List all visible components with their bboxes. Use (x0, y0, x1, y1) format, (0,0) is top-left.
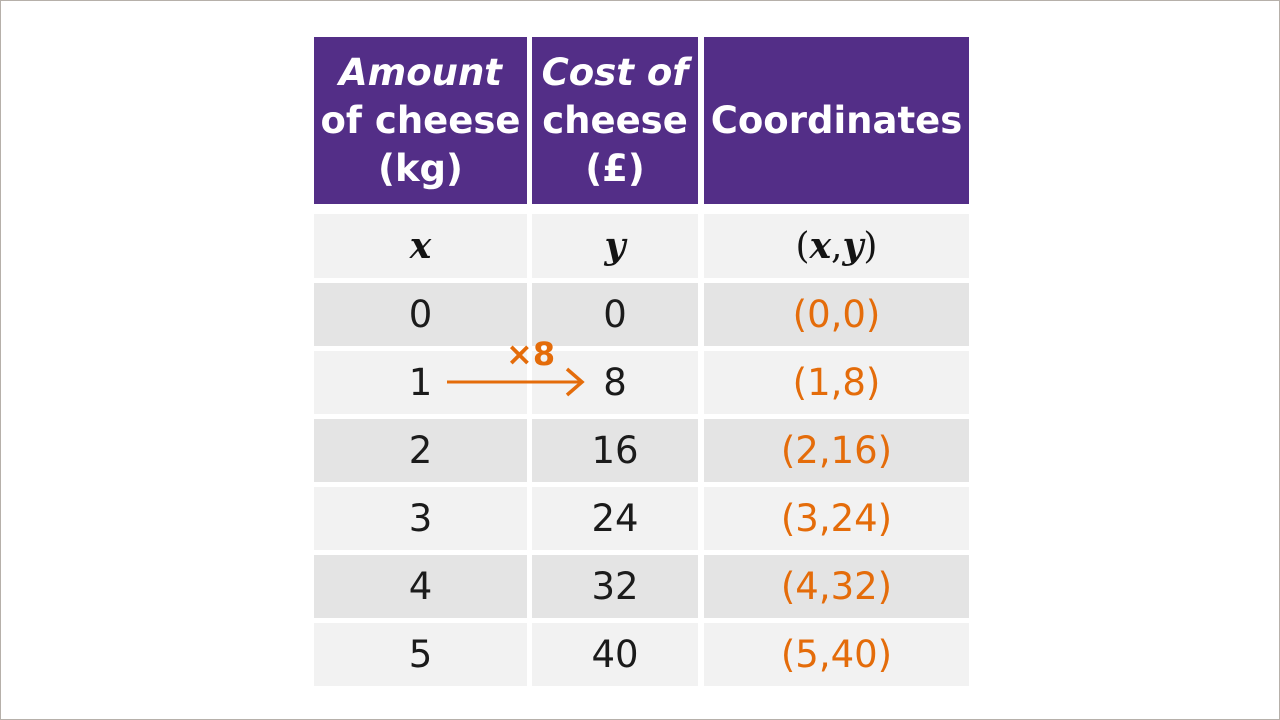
subheader-x-label: x (409, 225, 432, 267)
cell-x-row4: 4 (314, 555, 527, 618)
cell-x-row0: 0 (314, 283, 527, 346)
subheader-xy-close: ) (863, 225, 878, 267)
subheader-xy-y: y (842, 225, 864, 267)
cell-x-row3: 3 (314, 487, 527, 550)
cell-coord-row2: (2,16) (704, 419, 969, 482)
cell-x-row2: 2 (314, 419, 527, 482)
subheader-xy: ( x , y ) (704, 214, 969, 278)
header-cost-line1: Cost of (541, 50, 689, 94)
subheader-x: x (314, 214, 527, 278)
header-amount-of-cheese: Amount of cheese (kg) (314, 37, 527, 204)
subheader-xy-open: ( (795, 225, 810, 267)
header-cost-of-cheese: Cost of cheese (£) (532, 37, 698, 204)
header-coordinates: Coordinates (704, 37, 969, 204)
subheader-y-label: y (604, 225, 626, 267)
cell-y-row5: 40 (532, 623, 698, 686)
cell-y-row2: 16 (532, 419, 698, 482)
subheader-xy-comma: , (831, 225, 843, 267)
cell-coord-row1: (1,8) (704, 351, 969, 414)
cell-coord-row5: (5,40) (704, 623, 969, 686)
subheader-y: y (532, 214, 698, 278)
cell-x-row5: 5 (314, 623, 527, 686)
header-cost-line3: (£) (585, 146, 645, 190)
arrow-right-icon (447, 367, 585, 397)
cell-y-row3: 24 (532, 487, 698, 550)
subheader-xy-x: x (809, 225, 832, 267)
cell-coord-row3: (3,24) (704, 487, 969, 550)
header-cost-line2: cheese (542, 98, 688, 142)
header-amount-line1: Amount (339, 50, 502, 94)
cell-y-row4: 32 (532, 555, 698, 618)
header-amount-line2: of cheese (320, 98, 521, 142)
cell-y-row0: 0 (532, 283, 698, 346)
multiplier-annotation: ×8 (506, 335, 556, 373)
cell-coord-row4: (4,32) (704, 555, 969, 618)
header-coordinates-label: Coordinates (710, 98, 963, 142)
header-amount-line3: (kg) (378, 146, 463, 190)
cell-coord-row0: (0,0) (704, 283, 969, 346)
